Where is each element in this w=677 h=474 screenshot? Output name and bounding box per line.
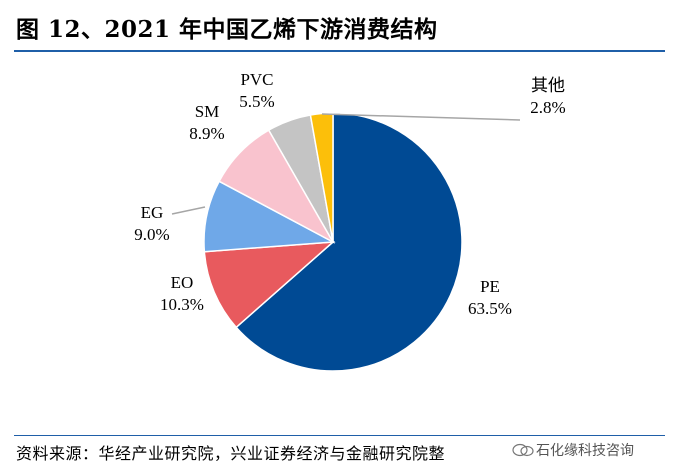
leader-line-3 [171, 206, 206, 215]
source-note: 资料来源：华经产业研究院，兴业证券经济与金融研究院整 [16, 444, 446, 463]
watermark-text: 石化缘科技咨询 [536, 443, 634, 459]
pie-slice-2 [203, 241, 336, 329]
slice-label-6: 其他 [531, 76, 565, 95]
slice-label-5: PVC [240, 70, 273, 89]
pie-slice-6 [309, 112, 334, 243]
slice-label-1: PE [480, 277, 500, 296]
leader-line-6 [321, 113, 521, 121]
slice-label-2: EO [171, 273, 194, 292]
slice-value-2: 10.3% [160, 295, 204, 314]
slice-value-3: 9.0% [134, 225, 169, 244]
slice-value-6: 2.8% [530, 98, 565, 117]
slice-value-5: 5.5% [239, 92, 274, 111]
pie-slice-1 [235, 112, 463, 372]
chart-title: 图 12、2021 年中国乙烯下游消费结构 [16, 16, 438, 43]
slice-value-1: 63.5% [468, 299, 512, 318]
slice-label-3: EG [141, 203, 164, 222]
source-rule [14, 435, 665, 436]
wechat-icon [512, 443, 534, 457]
slice-value-4: 8.9% [189, 124, 224, 143]
slice-label-4: SM [195, 102, 220, 121]
title-rule [14, 50, 665, 52]
watermark: 石化缘科技咨询 [510, 440, 636, 460]
